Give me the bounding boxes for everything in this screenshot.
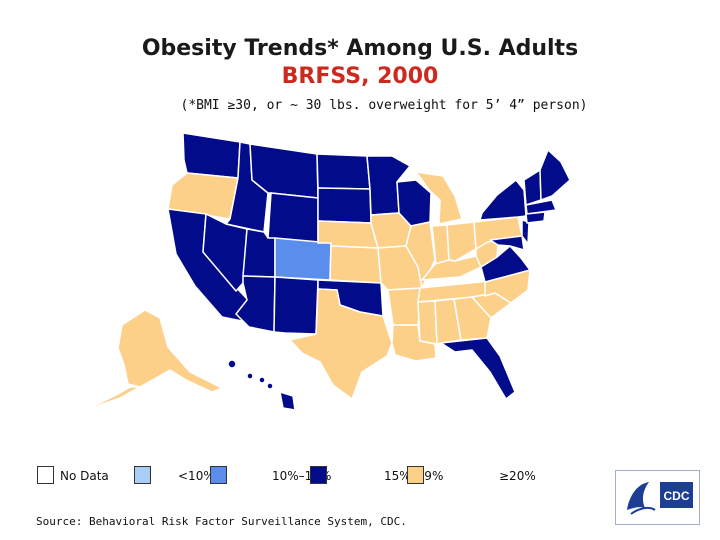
legend-swatch-10-14 [210,466,227,484]
legend-swatch-under-10 [134,466,151,484]
legend-label-under-10: <10% [178,469,215,483]
state-hawaii [279,391,296,411]
state-new-york [479,179,527,221]
legend-label-20-plus: ≥20% [499,469,536,483]
state-vermont-nh [523,169,542,206]
state-michigan [415,171,463,225]
state-kansas [329,245,382,284]
state-north-dakota [316,153,371,190]
hawaii-island-4 [266,382,274,390]
legend-label-no-data: No Data [60,469,109,483]
state-maine [539,149,571,201]
source-note: Source: Behavioral Risk Factor Surveilla… [36,515,407,528]
state-wyoming [267,192,319,244]
cdc-logo: CDC [615,470,700,525]
bmi-footnote: (*BMI ≥30, or ~ 30 lbs. overweight for 5… [180,98,588,113]
hhs-swoosh-icon [630,506,656,515]
state-washington [182,132,241,179]
state-louisiana [391,324,437,362]
state-new-mexico [273,276,319,335]
alaska-islands [83,386,141,413]
map-subtitle: BRFSS, 2000 [281,64,439,89]
state-florida [440,337,516,400]
map-title: Obesity Trends* Among U.S. Adults [141,36,579,61]
hawaii-island-1 [227,359,237,369]
state-georgia [453,296,492,341]
hawaii-island-3 [258,376,266,384]
cdc-logo-text: CDC [664,489,690,503]
legend-swatch-20-plus [407,466,424,484]
state-ohio [446,221,477,262]
state-massachusetts [525,199,557,215]
state-kentucky [421,255,482,281]
hhs-eagle-icon [627,482,649,510]
state-connecticut [525,211,546,224]
state-south-dakota [317,187,372,224]
legend-swatch-15-19 [310,466,327,484]
cdc-badge [660,482,693,508]
state-mississippi [417,300,438,345]
state-maryland [489,235,525,251]
state-arkansas [387,287,423,326]
legend-swatch-no-data [37,466,54,484]
state-colorado [274,237,332,281]
state-texas [289,288,393,400]
state-alaska [117,309,223,393]
hawaii-island-2 [246,372,254,380]
